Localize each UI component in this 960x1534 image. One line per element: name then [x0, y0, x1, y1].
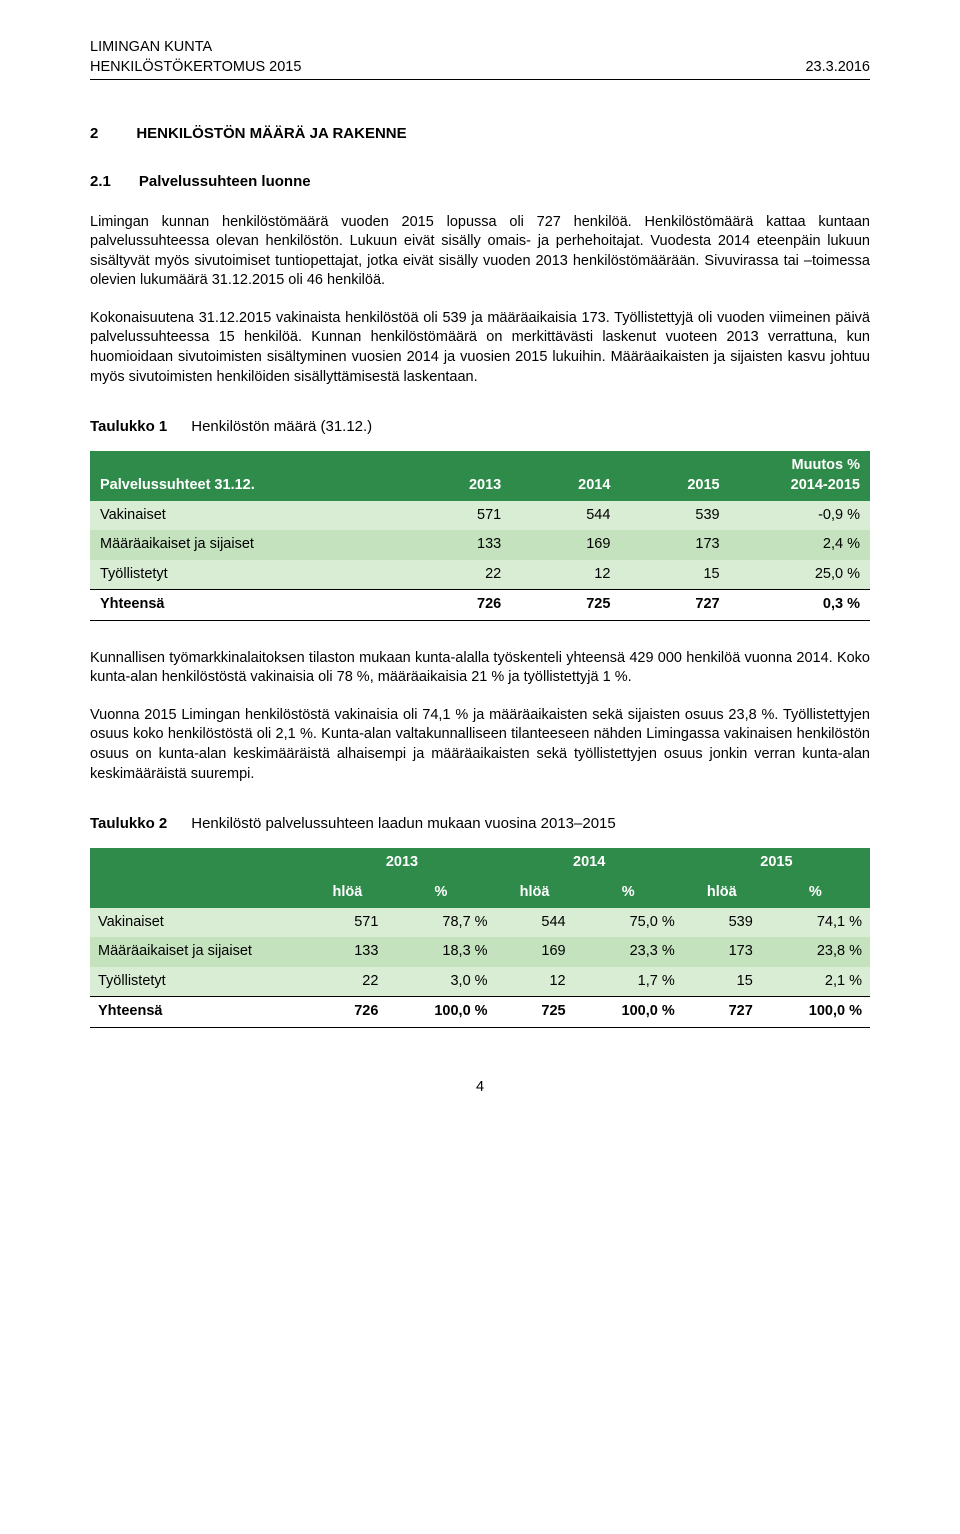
t1-r2-2014: 12 [511, 560, 620, 590]
t2-r0-a2: 78,7 % [386, 908, 495, 938]
header-date: 23.3.2016 [805, 58, 870, 78]
t2-r0-b2: 75,0 % [574, 908, 683, 938]
table-row: Työllistetyt 22 12 15 25,0 % [90, 560, 870, 590]
t2-total-b2: 100,0 % [574, 997, 683, 1028]
t1-r1-label: Määräaikaiset ja sijaiset [90, 530, 402, 560]
t2-r1-b2: 23,3 % [574, 937, 683, 967]
t1-total-2013: 726 [402, 590, 511, 621]
t1-total-label: Yhteensä [90, 590, 402, 621]
t2-empty-header [90, 848, 308, 878]
t1-r1-delta: 2,4 % [730, 530, 870, 560]
t2-year-2014: 2014 [496, 848, 683, 878]
table-total-row: Yhteensä 726 725 727 0,3 % [90, 590, 870, 621]
table-row: Työllistetyt 22 3,0 % 12 1,7 % 15 2,1 % [90, 967, 870, 997]
t2-r1-a2: 18,3 % [386, 937, 495, 967]
t1-h4: Muutos %2014-2015 [730, 451, 870, 500]
t1-r0-delta: -0,9 % [730, 501, 870, 531]
t2-total-label: Yhteensä [90, 997, 308, 1028]
t2-r0-b1: 544 [496, 908, 574, 938]
t1-r1-2014: 169 [511, 530, 620, 560]
t2-total-c2: 100,0 % [761, 997, 870, 1028]
t2-sub-c2: % [761, 878, 870, 908]
t2-total-b1: 725 [496, 997, 574, 1028]
table2-caption: Taulukko 2 Henkilöstö palvelussuhteen laa… [90, 814, 870, 834]
t1-h2: 2014 [511, 451, 620, 500]
t1-r2-2013: 22 [402, 560, 511, 590]
doc-title: HENKILÖSTÖKERTOMUS 2015 [90, 58, 301, 78]
t2-r0-c1: 539 [683, 908, 761, 938]
section-heading: 2 HENKILÖSTÖN MÄÄRÄ JA RAKENNE [90, 124, 870, 144]
t1-r0-2013: 571 [402, 501, 511, 531]
t2-sub-b2: % [574, 878, 683, 908]
t2-r1-c2: 23,8 % [761, 937, 870, 967]
t1-r2-label: Työllistetyt [90, 560, 402, 590]
t1-h0: Palvelussuhteet 31.12. [90, 451, 402, 500]
t2-empty-subheader [90, 878, 308, 908]
t2-total-a2: 100,0 % [386, 997, 495, 1028]
table2-caption-bold: Taulukko 2 [90, 815, 167, 832]
subsection-heading: 2.1 Palvelussuhteen luonne [90, 172, 870, 192]
section-title-text: HENKILÖSTÖN MÄÄRÄ JA RAKENNE [136, 125, 406, 142]
table-row: Vakinaiset 571 78,7 % 544 75,0 % 539 74,… [90, 908, 870, 938]
t1-h1: 2013 [402, 451, 511, 500]
t2-r2-label: Työllistetyt [90, 967, 308, 997]
t2-r1-b1: 169 [496, 937, 574, 967]
t1-r2-2015: 15 [620, 560, 729, 590]
table1-caption: Taulukko 1 Henkilöstön määrä (31.12.) [90, 417, 870, 437]
paragraph-4: Vuonna 2015 Limingan henkilöstöstä vakin… [90, 706, 870, 784]
paragraph-3: Kunnallisen työmarkkinalaitoksen tilasto… [90, 649, 870, 688]
t2-sub-a1: hlöä [308, 878, 386, 908]
table1-caption-rest: Henkilöstön määrä (31.12.) [191, 418, 372, 435]
t1-r1-2013: 133 [402, 530, 511, 560]
t2-year-2013: 2013 [308, 848, 495, 878]
t2-sub-b1: hlöä [496, 878, 574, 908]
page-number: 4 [90, 1078, 870, 1098]
t1-total-2014: 725 [511, 590, 620, 621]
table-row: Määräaikaiset ja sijaiset 133 18,3 % 169… [90, 937, 870, 967]
t1-total-delta: 0,3 % [730, 590, 870, 621]
t2-r2-c2: 2,1 % [761, 967, 870, 997]
t2-r1-a1: 133 [308, 937, 386, 967]
table-row: Määräaikaiset ja sijaiset 133 169 173 2,… [90, 530, 870, 560]
t2-r1-label: Määräaikaiset ja sijaiset [90, 937, 308, 967]
t1-r0-2014: 544 [511, 501, 620, 531]
org-name: LIMINGAN KUNTA [90, 38, 301, 58]
table2: 2013 2014 2015 hlöä % hlöä % hlöä % Vaki… [90, 848, 870, 1027]
t1-r1-2015: 173 [620, 530, 729, 560]
t2-r0-c2: 74,1 % [761, 908, 870, 938]
t1-r0-2015: 539 [620, 501, 729, 531]
t1-total-2015: 727 [620, 590, 729, 621]
table2-caption-rest: Henkilöstö palvelussuhteen laadun mukaan… [191, 815, 615, 832]
t2-total-a1: 726 [308, 997, 386, 1028]
table-row: Vakinaiset 571 544 539 -0,9 % [90, 501, 870, 531]
table-total-row: Yhteensä 726 100,0 % 725 100,0 % 727 100… [90, 997, 870, 1028]
t2-sub-c1: hlöä [683, 878, 761, 908]
t2-r1-c1: 173 [683, 937, 761, 967]
subsection-number: 2.1 [90, 173, 111, 190]
paragraph-2: Kokonaisuutena 31.12.2015 vakinaista hen… [90, 309, 870, 387]
t2-total-c1: 727 [683, 997, 761, 1028]
t2-r2-a2: 3,0 % [386, 967, 495, 997]
t1-r2-delta: 25,0 % [730, 560, 870, 590]
table1: Palvelussuhteet 31.12. 2013 2014 2015 Mu… [90, 451, 870, 620]
paragraph-1: Limingan kunnan henkilöstömäärä vuoden 2… [90, 213, 870, 291]
subsection-title-text: Palvelussuhteen luonne [139, 173, 311, 190]
t2-r2-b2: 1,7 % [574, 967, 683, 997]
section-number: 2 [90, 125, 98, 142]
page-header: LIMINGAN KUNTA HENKILÖSTÖKERTOMUS 2015 2… [90, 38, 870, 77]
t2-r0-a1: 571 [308, 908, 386, 938]
t2-r2-c1: 15 [683, 967, 761, 997]
header-divider [90, 79, 870, 80]
table1-caption-bold: Taulukko 1 [90, 418, 167, 435]
t2-r2-a1: 22 [308, 967, 386, 997]
t2-r0-label: Vakinaiset [90, 908, 308, 938]
t2-r2-b1: 12 [496, 967, 574, 997]
t2-year-2015: 2015 [683, 848, 870, 878]
t1-r0-label: Vakinaiset [90, 501, 402, 531]
t1-h3: 2015 [620, 451, 729, 500]
t2-sub-a2: % [386, 878, 495, 908]
